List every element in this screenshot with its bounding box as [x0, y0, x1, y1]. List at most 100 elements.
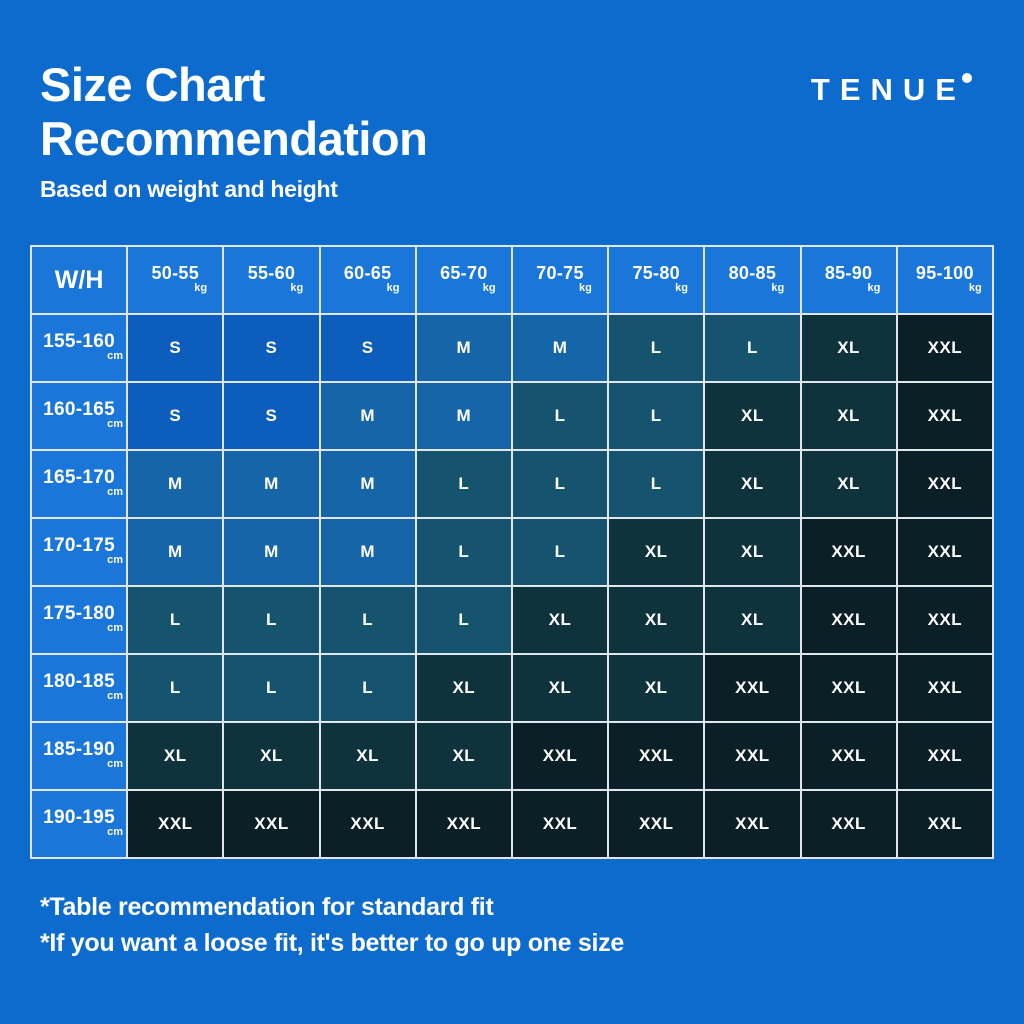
range-label: 95-100 kg — [916, 264, 982, 294]
range-value: 180-185 — [43, 670, 116, 692]
row-header-165-170: 165-170 cm — [29, 449, 129, 519]
range-unit: cm — [107, 622, 124, 635]
page-subtitle: Based on weight and height — [40, 176, 338, 203]
range-unit: cm — [107, 826, 124, 839]
row-header-180-185: 180-185 cm — [29, 653, 129, 723]
col-header-55-60: 55-60 kg — [222, 245, 321, 315]
range-label: 180-185 cm — [43, 670, 123, 703]
size-cell-180-185cm-85-90kg: XXL — [799, 653, 898, 723]
range-label: 85-90 kg — [824, 263, 881, 294]
range-unit: kg — [675, 281, 688, 294]
size-cell-165-170cm-95-100kg: XXL — [895, 449, 995, 519]
size-cell-160-165cm-50-55kg: S — [126, 381, 225, 451]
size-cell-180-185cm-55-60kg: L — [222, 653, 321, 723]
size-cell-155-160cm-85-90kg: XL — [799, 313, 898, 383]
size-cell-175-180cm-65-70kg: L — [414, 585, 513, 655]
corner-cell-wh: W/H — [29, 245, 129, 315]
range-value: 85-90 — [824, 263, 873, 284]
size-cell-170-175cm-55-60kg: M — [222, 517, 321, 587]
range-value: 50-55 — [151, 263, 200, 284]
brand-logo: TENUE — [811, 72, 972, 108]
range-label: 175-180 cm — [43, 603, 123, 635]
range-label: 55-60 kg — [247, 263, 304, 294]
range-label: 65-70 kg — [440, 264, 496, 294]
size-cell-165-170cm-80-85kg: XL — [703, 449, 802, 519]
size-cell-160-165cm-75-80kg: L — [607, 381, 706, 451]
brand-dot-icon — [962, 73, 972, 83]
size-cell-165-170cm-85-90kg: XL — [799, 449, 898, 519]
size-cell-160-165cm-65-70kg: M — [414, 381, 513, 451]
table-row-175-180: 175-180 cm L L L L XL XL XL XXL XXL — [29, 585, 995, 655]
corner-label: W/H — [54, 265, 104, 294]
row-header-175-180: 175-180 cm — [29, 585, 129, 655]
size-cell-170-175cm-60-65kg: M — [318, 517, 417, 587]
range-value: 55-60 — [247, 263, 296, 284]
row-header-185-190: 185-190 cm — [29, 721, 129, 791]
range-unit: cm — [107, 350, 124, 363]
size-cell-175-180cm-85-90kg: XXL — [799, 585, 898, 655]
range-unit: cm — [107, 758, 124, 771]
range-value: 165-170 — [43, 466, 116, 488]
size-cell-155-160cm-55-60kg: S — [222, 313, 321, 383]
range-label: 80-85 kg — [728, 263, 785, 294]
size-cell-175-180cm-75-80kg: XL — [607, 585, 706, 655]
range-label: 165-170 cm — [43, 466, 123, 499]
size-cell-170-175cm-95-100kg: XXL — [895, 517, 995, 587]
size-cell-170-175cm-80-85kg: XL — [703, 517, 802, 587]
size-cell-190-195cm-80-85kg: XXL — [703, 789, 802, 859]
size-cell-160-165cm-80-85kg: XL — [703, 381, 802, 451]
col-header-70-75: 70-75 kg — [510, 245, 610, 315]
range-label: 75-80 kg — [632, 263, 688, 294]
size-cell-160-165cm-60-65kg: M — [318, 381, 417, 451]
size-cell-185-190cm-60-65kg: XL — [318, 721, 417, 791]
range-unit: kg — [771, 281, 785, 294]
size-chart-table-container: W/H 50-55 kg 55-60 kg 60-65 kg 65-70 kg 70-75 kg 75… — [29, 245, 995, 859]
col-header-75-80: 75-80 kg — [607, 245, 706, 315]
size-cell-160-165cm-95-100kg: XXL — [895, 381, 995, 451]
size-cell-160-165cm-70-75kg: L — [510, 381, 610, 451]
size-cell-165-170cm-60-65kg: M — [318, 449, 417, 519]
size-cell-160-165cm-85-90kg: XL — [799, 381, 898, 451]
size-cell-155-160cm-95-100kg: XXL — [895, 313, 995, 383]
range-value: 70-75 — [536, 263, 584, 284]
range-label: 170-175 cm — [43, 534, 123, 567]
row-header-170-175: 170-175 cm — [29, 517, 129, 587]
footnote-loose-fit: *If you want a loose fit, it's better to… — [40, 928, 624, 957]
size-cell-160-165cm-55-60kg: S — [222, 381, 321, 451]
size-cell-155-160cm-65-70kg: M — [414, 313, 513, 383]
range-value: 170-175 — [43, 534, 116, 556]
size-cell-175-180cm-70-75kg: XL — [510, 585, 610, 655]
size-cell-175-180cm-55-60kg: L — [222, 585, 321, 655]
table-row-160-165: 160-165 cm S S M M L L XL XL XXL — [29, 381, 995, 451]
range-unit: cm — [107, 486, 124, 499]
range-unit: kg — [194, 281, 208, 294]
row-header-190-195: 190-195 cm — [29, 789, 129, 859]
size-cell-185-190cm-75-80kg: XXL — [607, 721, 706, 791]
range-unit: kg — [386, 281, 400, 294]
size-cell-155-160cm-50-55kg: S — [126, 313, 225, 383]
size-cell-155-160cm-60-65kg: S — [318, 313, 417, 383]
range-unit: cm — [107, 554, 124, 567]
size-cell-175-180cm-50-55kg: L — [126, 585, 225, 655]
size-cell-180-185cm-60-65kg: L — [318, 653, 417, 723]
size-cell-165-170cm-70-75kg: L — [510, 449, 610, 519]
size-cell-185-190cm-65-70kg: XL — [414, 721, 513, 791]
size-cell-175-180cm-95-100kg: XXL — [895, 585, 995, 655]
size-cell-155-160cm-80-85kg: L — [703, 313, 802, 383]
range-unit: kg — [867, 281, 881, 294]
range-label: 160-165 cm — [43, 399, 123, 431]
range-value: 190-195 — [43, 806, 116, 828]
size-cell-165-170cm-65-70kg: L — [414, 449, 513, 519]
range-label: 60-65 kg — [343, 263, 400, 294]
size-cell-190-195cm-50-55kg: XXL — [126, 789, 225, 859]
size-cell-190-195cm-55-60kg: XXL — [222, 789, 321, 859]
size-cell-185-190cm-70-75kg: XXL — [510, 721, 610, 791]
size-cell-165-170cm-50-55kg: M — [126, 449, 225, 519]
range-unit: kg — [290, 281, 304, 294]
range-value: 60-65 — [343, 263, 392, 284]
size-cell-190-195cm-70-75kg: XXL — [510, 789, 610, 859]
size-cell-170-175cm-50-55kg: M — [126, 517, 225, 587]
range-value: 75-80 — [632, 263, 680, 284]
range-value: 80-85 — [728, 263, 777, 284]
size-cell-185-190cm-50-55kg: XL — [126, 721, 225, 791]
